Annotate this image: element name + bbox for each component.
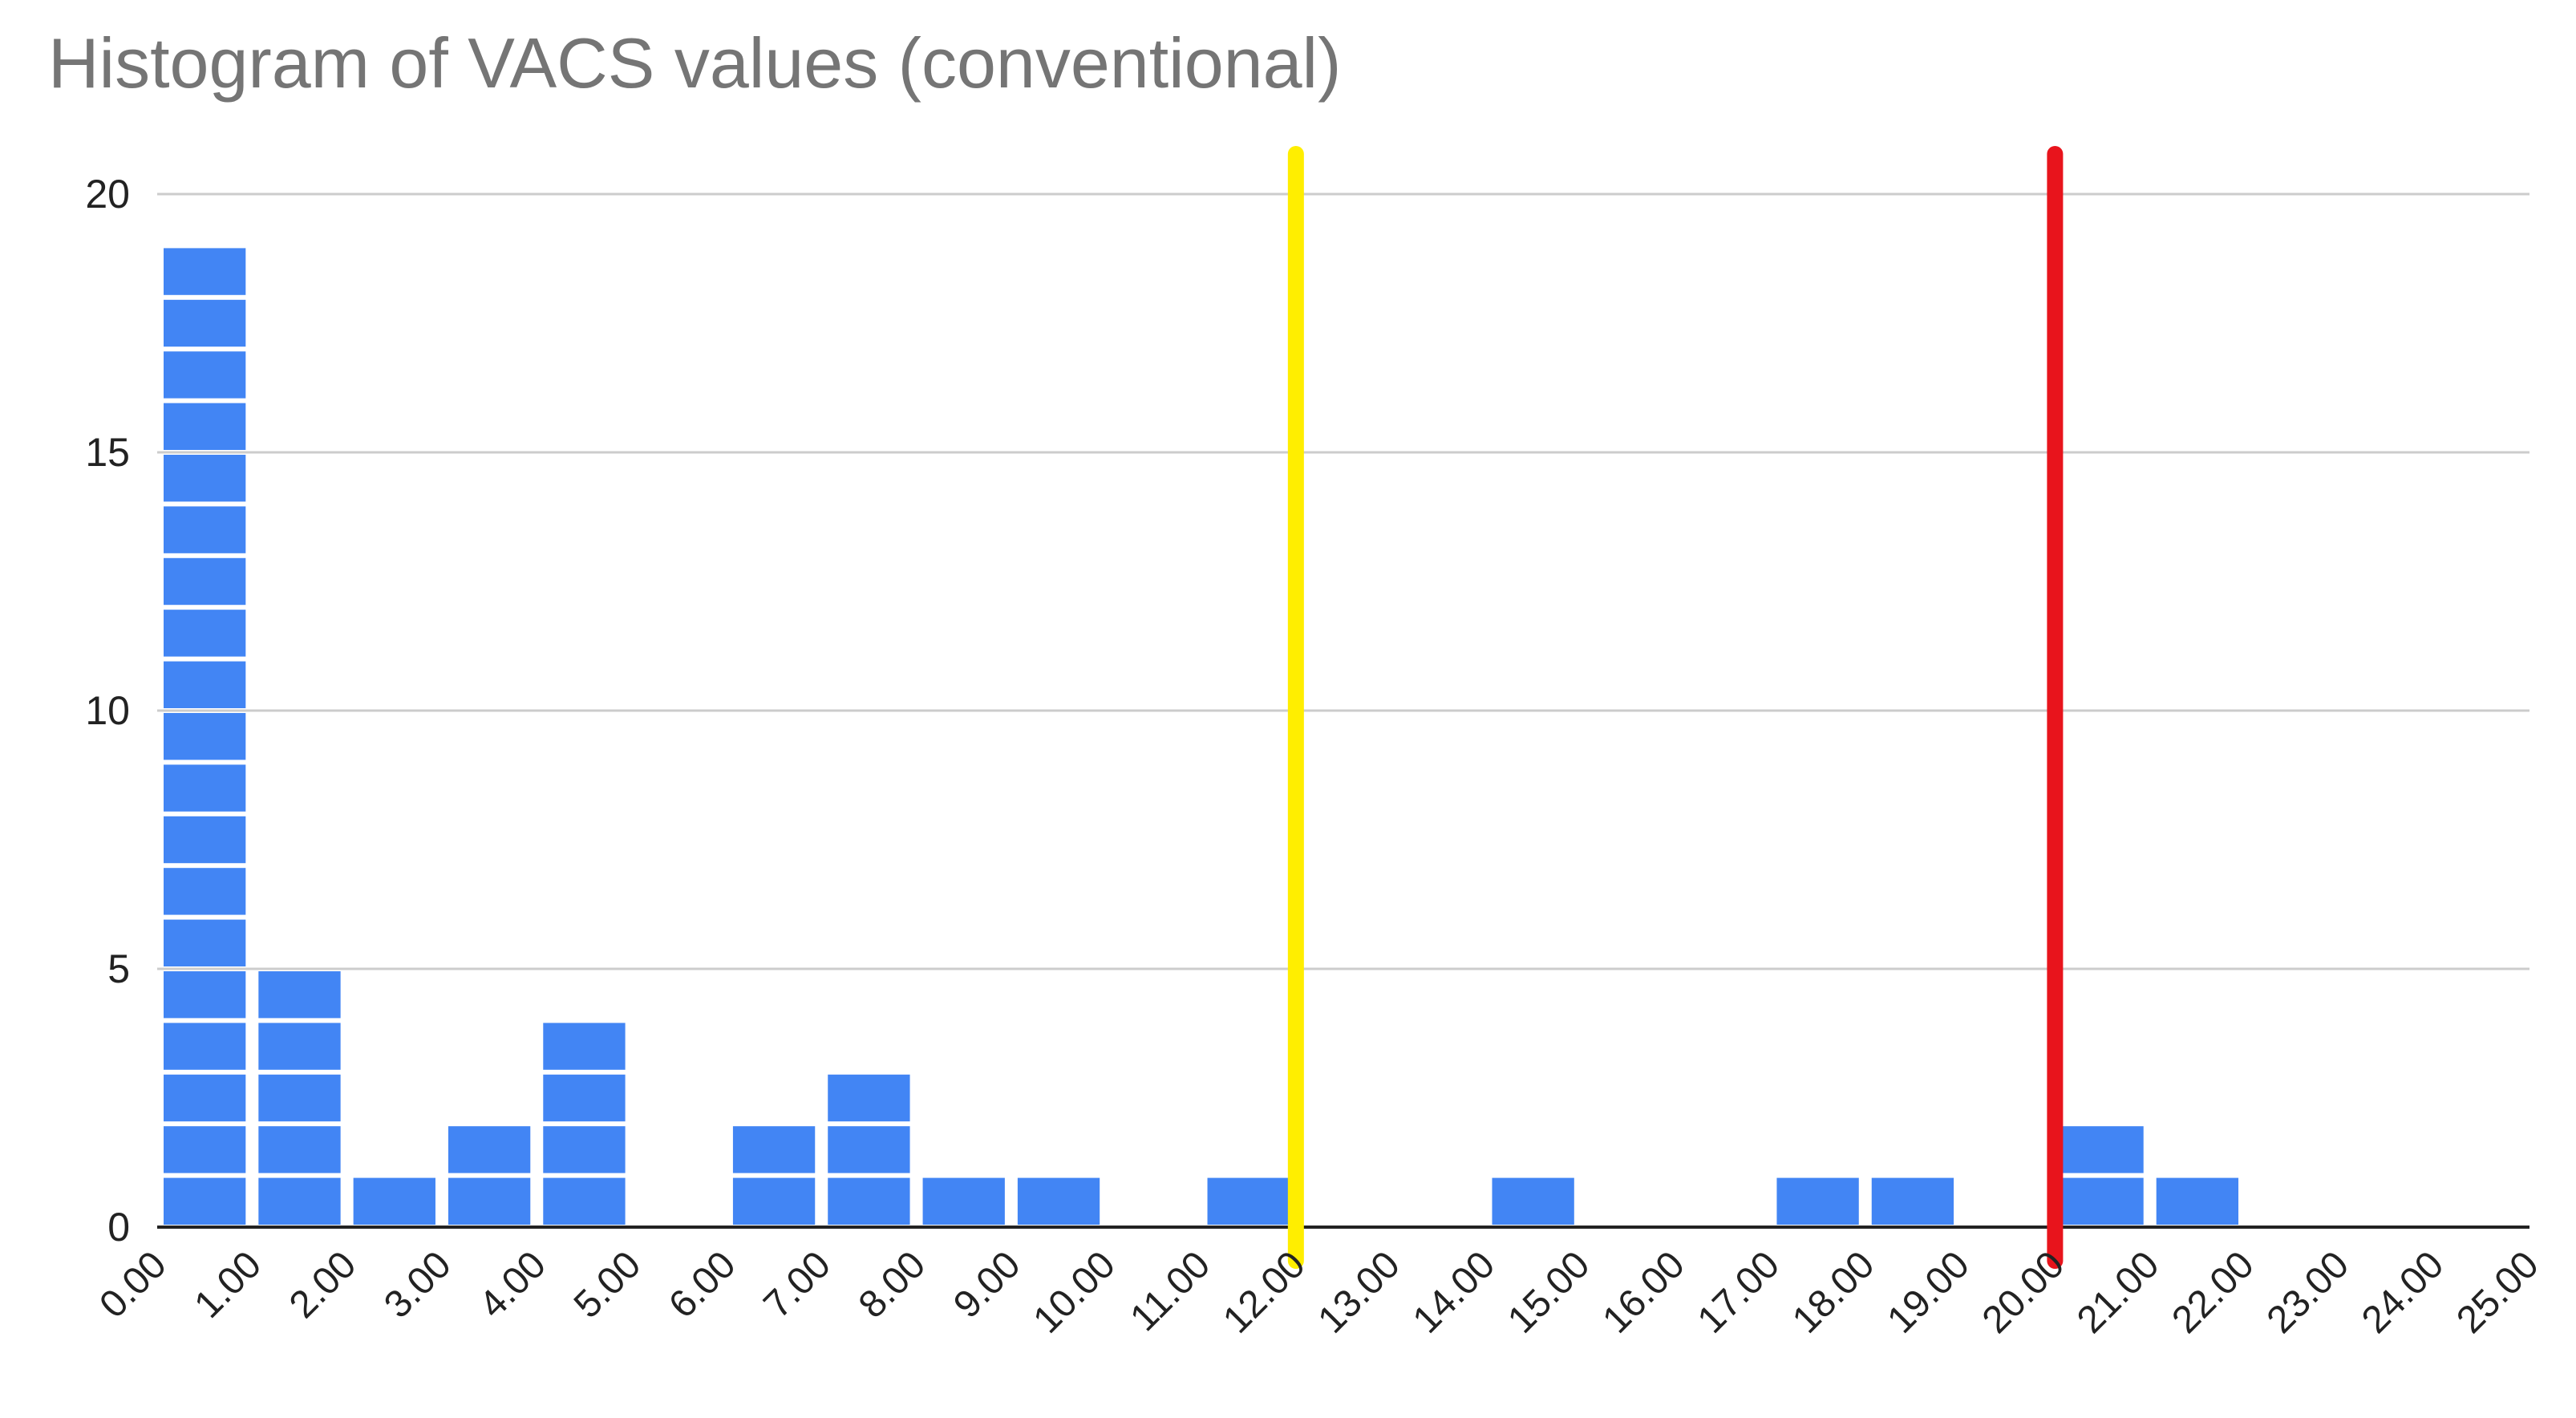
bar-segment (164, 455, 246, 502)
x-tick-label: 19.00 (1879, 1243, 1977, 1341)
histogram-bar (1207, 1177, 1290, 1225)
bar-segment (258, 1126, 341, 1173)
bar-segment (164, 1074, 246, 1122)
x-tick-label: 15.00 (1500, 1243, 1598, 1341)
bar-segment (2156, 1177, 2239, 1225)
x-tick-label: 10.00 (1026, 1243, 1124, 1341)
histogram-bar (258, 971, 341, 1225)
bar-segment (448, 1177, 531, 1225)
bar-segment (164, 1023, 246, 1070)
bar-segment (258, 1177, 341, 1225)
x-tick-label: 14.00 (1405, 1243, 1503, 1341)
bar-segment (164, 868, 246, 915)
x-tick-label: 9.00 (946, 1243, 1029, 1327)
bar-segment (164, 351, 246, 399)
x-tick-label: 17.00 (1690, 1243, 1788, 1341)
y-tick-label: 10 (85, 688, 130, 733)
y-tick-label: 5 (107, 946, 130, 991)
y-tick-label: 15 (85, 430, 130, 475)
bar-segment (828, 1126, 910, 1173)
histogram-bar (353, 1177, 435, 1225)
bar-segment (2061, 1177, 2144, 1225)
bar-segment (448, 1126, 531, 1173)
bar-segment (164, 1126, 246, 1173)
x-tick-label: 8.00 (851, 1243, 934, 1327)
histogram-bar (732, 1126, 816, 1225)
x-tick-label: 16.00 (1594, 1243, 1692, 1341)
bar-segment (258, 971, 341, 1019)
bar-segment (164, 1177, 246, 1225)
bar-segment (258, 1023, 341, 1070)
y-axis-ticks: 0 5 10 15 20 (85, 172, 130, 1250)
bars (164, 248, 2239, 1225)
x-tick-label: 1.00 (187, 1243, 270, 1327)
bar-segment (353, 1177, 435, 1225)
histogram-bar (828, 1074, 910, 1225)
bar-segment (164, 919, 246, 966)
bar-segment (922, 1177, 1005, 1225)
bar-segment (164, 661, 246, 708)
bar-segment (164, 506, 246, 553)
histogram-bar (164, 248, 246, 1225)
bar-segment (164, 403, 246, 450)
bar-segment (543, 1177, 626, 1225)
bar-segment (1492, 1177, 1574, 1225)
x-tick-label: 11.00 (1122, 1243, 1218, 1339)
bar-segment (164, 610, 246, 657)
histogram-bar (2156, 1177, 2239, 1225)
x-tick-label: 25.00 (2448, 1243, 2546, 1341)
x-tick-label: 2.00 (281, 1243, 365, 1327)
bar-segment (1207, 1177, 1290, 1225)
y-tick-label: 20 (85, 172, 130, 217)
bar-segment (732, 1126, 816, 1173)
gridlines (157, 192, 2529, 970)
histogram-bar (1017, 1177, 1100, 1225)
bar-segment (164, 299, 246, 347)
histogram-bar (448, 1126, 531, 1225)
bar-segment (164, 816, 246, 864)
histogram-bar (1776, 1177, 1859, 1225)
histogram-bar (2061, 1126, 2144, 1225)
bar-segment (543, 1126, 626, 1173)
bar-segment (1017, 1177, 1100, 1225)
bar-segment (1776, 1177, 1859, 1225)
x-tick-label: 4.00 (472, 1243, 555, 1327)
bar-segment (2061, 1126, 2144, 1173)
histogram-bar (1871, 1177, 1954, 1225)
bar-segment (164, 971, 246, 1019)
x-axis-ticks: 0.00 1.00 2.00 3.00 4.00 5.00 6.00 7.00 8.00 9.00… (91, 1243, 2547, 1341)
x-tick-label: 21.00 (2069, 1243, 2167, 1341)
y-tick-label: 0 (107, 1205, 130, 1250)
bar-segment (828, 1074, 910, 1122)
x-tick-label: 3.00 (376, 1243, 460, 1327)
x-tick-label: 18.00 (1784, 1243, 1882, 1341)
bar-segment (543, 1023, 626, 1070)
bar-segment (164, 713, 246, 760)
x-tick-label: 13.00 (1310, 1243, 1408, 1341)
x-tick-label: 23.00 (2259, 1243, 2357, 1341)
histogram-bar (1492, 1177, 1574, 1225)
bar-segment (164, 557, 246, 606)
histogram-bar (543, 1023, 626, 1225)
bar-segment (258, 1074, 341, 1122)
bar-segment (164, 248, 246, 295)
chart-title: Histogram of VACS values (conventional) (48, 23, 1342, 103)
bar-segment (732, 1177, 816, 1225)
reference-lines (1287, 146, 2064, 1269)
x-tick-label: 7.00 (755, 1243, 839, 1327)
bar-segment (543, 1074, 626, 1122)
histogram-bar (922, 1177, 1005, 1225)
bar-segment (1871, 1177, 1954, 1225)
x-tick-label: 0.00 (91, 1243, 175, 1327)
x-tick-label: 24.00 (2354, 1243, 2452, 1341)
bar-segment (828, 1177, 910, 1225)
bar-segment (164, 764, 246, 812)
x-tick-label: 6.00 (661, 1243, 744, 1327)
x-tick-label: 22.00 (2164, 1243, 2262, 1341)
x-tick-label: 5.00 (566, 1243, 650, 1327)
